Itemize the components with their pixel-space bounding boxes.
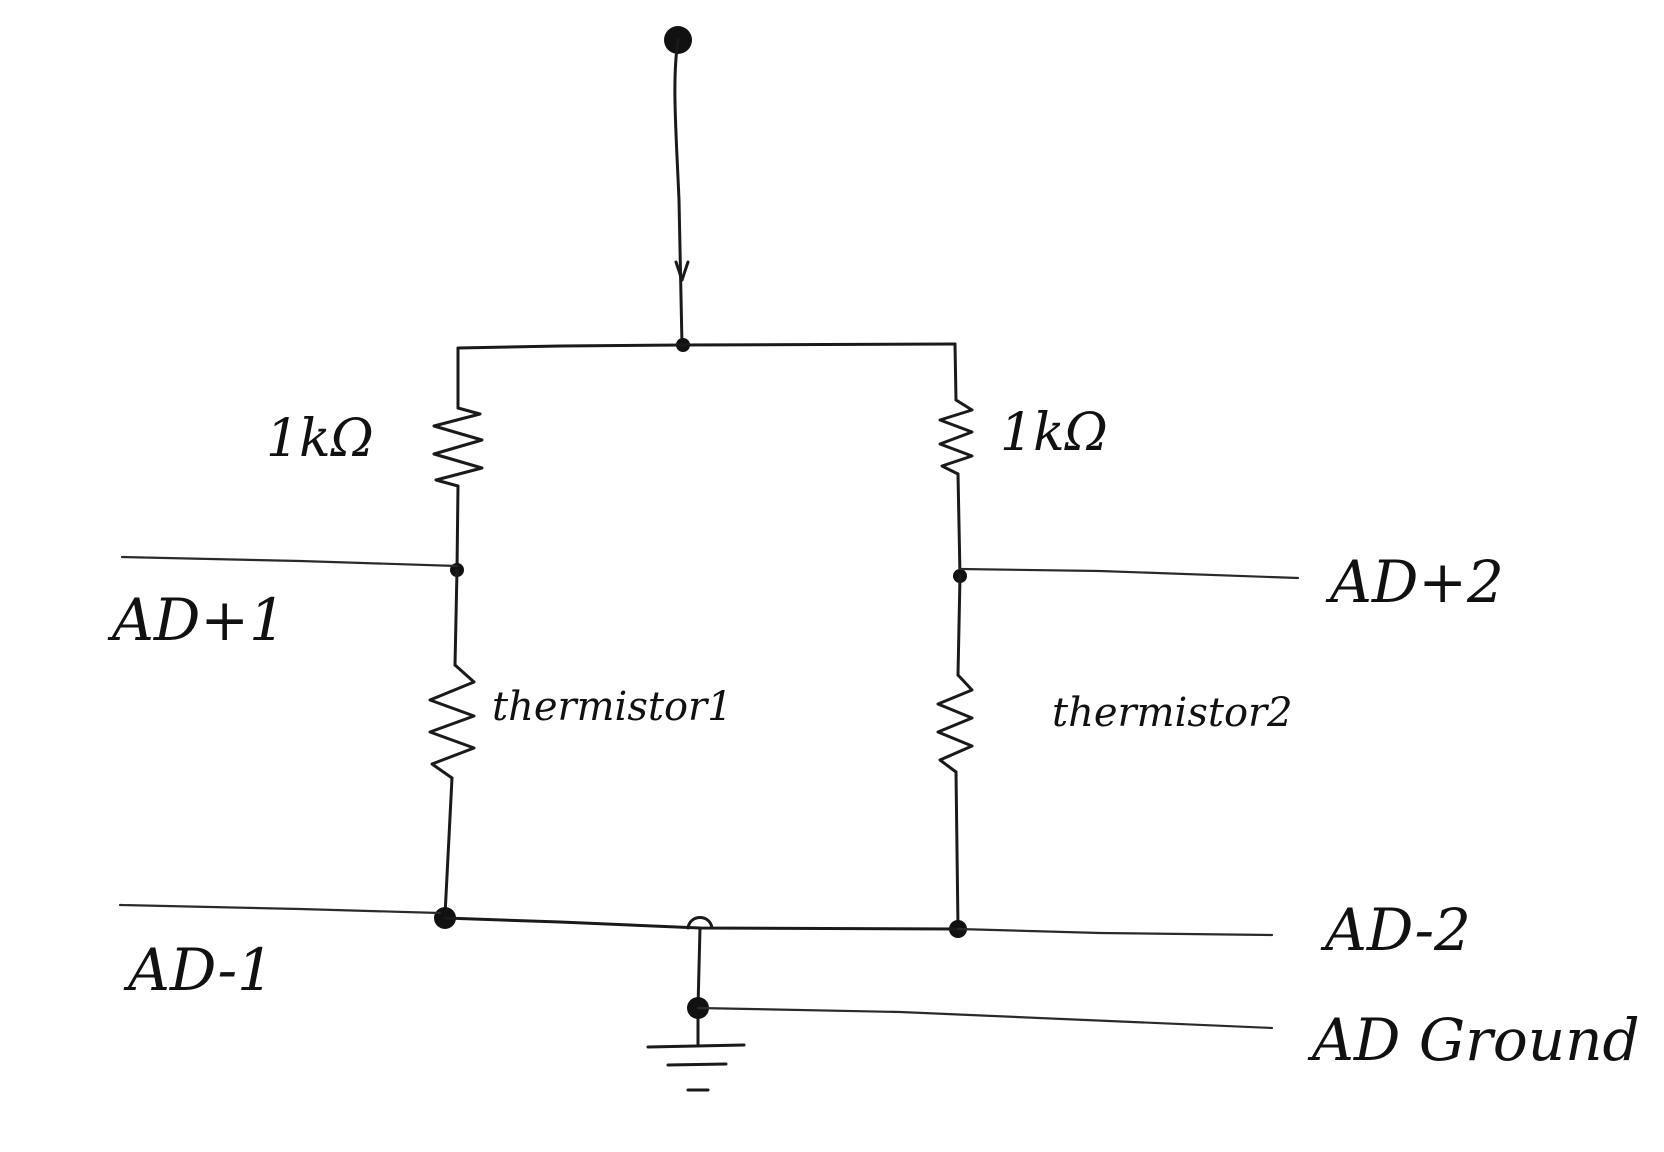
supply-wire bbox=[673, 38, 684, 347]
ad-ground-lead bbox=[696, 1006, 1274, 1030]
ad-ground-label: AD Ground bbox=[1307, 1006, 1640, 1074]
ad-plus-1-lead bbox=[120, 555, 459, 568]
right-branch-lower-wire bbox=[956, 574, 962, 677]
right-thermistor-symbol bbox=[936, 673, 974, 774]
supply-arrow-icon bbox=[674, 260, 690, 282]
left-branch-bottom-wire bbox=[443, 776, 454, 917]
left-resistor-symbol bbox=[432, 406, 484, 488]
right-thermistor-label: thermistor2 bbox=[1052, 690, 1293, 736]
left-thermistor-label: thermistor1 bbox=[492, 684, 733, 730]
ad-plus-1-label: AD+1 bbox=[107, 586, 286, 654]
right-branch-top-wire bbox=[953, 342, 958, 402]
top-rail-wire bbox=[456, 342, 957, 350]
bottom-crossover-icon bbox=[686, 916, 714, 930]
right-branch-bottom-wire bbox=[954, 770, 960, 930]
right-branch-mid-wire bbox=[956, 472, 962, 578]
bottom-rail-wire bbox=[443, 916, 960, 931]
ad-minus-2-label: AD-2 bbox=[1320, 896, 1471, 964]
right-resistor-symbol bbox=[938, 398, 974, 476]
ground-symbol-icon bbox=[646, 1043, 746, 1092]
ad-plus-2-lead bbox=[958, 567, 1300, 580]
ground-tap-wire bbox=[696, 926, 702, 1047]
left-thermistor-symbol bbox=[428, 663, 476, 780]
ad-plus-2-label: AD+2 bbox=[1325, 548, 1504, 616]
ad-minus-1-label: AD-1 bbox=[123, 936, 274, 1004]
ad-minus-2-lead bbox=[956, 927, 1274, 937]
left-branch-mid-wire bbox=[455, 484, 460, 572]
right-resistor-label: 1kΩ bbox=[1000, 403, 1108, 463]
left-branch-lower-wire bbox=[453, 568, 459, 667]
left-resistor-label: 1kΩ bbox=[266, 409, 374, 469]
ad-minus-1-lead bbox=[118, 903, 442, 915]
